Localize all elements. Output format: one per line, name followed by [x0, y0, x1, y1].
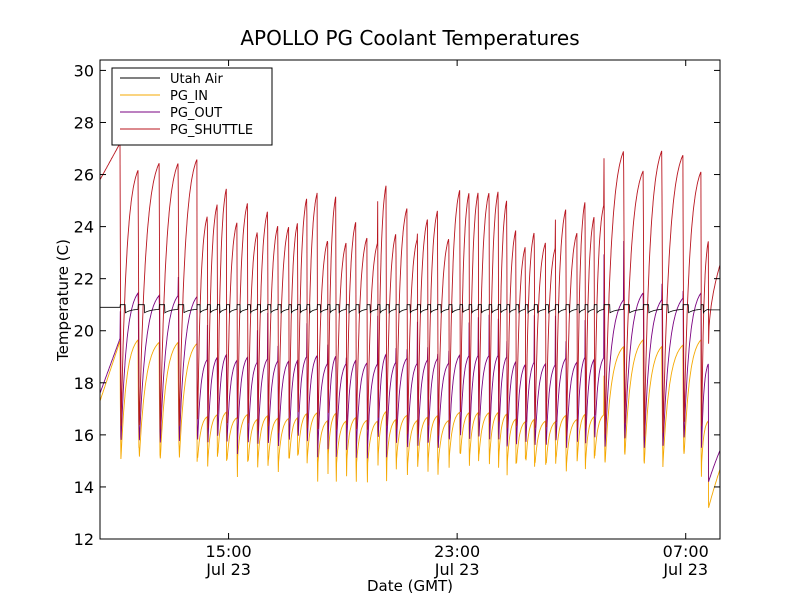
y-axis: 12 14 16 18 20 22 24 26 28 30	[74, 61, 720, 549]
y-tick-label: 18	[74, 374, 94, 393]
y-tick-label: 14	[74, 478, 94, 497]
x-tick-time: 23:00	[434, 542, 480, 561]
x-tick-time: 07:00	[663, 542, 709, 561]
y-tick-label: 30	[74, 61, 94, 80]
chart-title: APOLLO PG Coolant Temperatures	[240, 26, 579, 50]
x-tick-time: 15:00	[206, 542, 252, 561]
legend: Utah Air PG_IN PG_OUT PG_SHUTTLE	[111, 67, 273, 146]
x-tick-date: Jul 23	[662, 560, 708, 579]
legend-label-pg-shuttle: PG_SHUTTLE	[170, 123, 253, 138]
y-tick-label: 22	[74, 270, 94, 289]
y-tick-label: 26	[74, 166, 94, 185]
legend-label-utah-air: Utah Air	[170, 72, 223, 87]
y-tick-label: 28	[74, 113, 94, 132]
x-axis-label: Date (GMT)	[367, 577, 453, 595]
y-axis-label: Temperature (C)	[54, 239, 72, 362]
series-line-pg-shuttle	[100, 141, 720, 437]
x-tick-date: Jul 23	[205, 560, 251, 579]
y-tick-label: 24	[74, 218, 94, 237]
legend-label-pg-in: PG_IN	[170, 89, 208, 104]
series-layer	[100, 141, 720, 508]
legend-box	[111, 67, 273, 146]
y-tick-label: 12	[74, 530, 94, 549]
plot-frame	[99, 59, 721, 540]
y-tick-label: 20	[74, 322, 94, 341]
series-line-utah-air	[100, 304, 720, 314]
series-line-pg-in	[100, 338, 720, 508]
y-tick-label: 16	[74, 426, 94, 445]
x-tick-date: Jul 23	[434, 560, 480, 579]
legend-label-pg-out: PG_OUT	[170, 106, 222, 121]
series-line-pg-out	[100, 240, 720, 482]
